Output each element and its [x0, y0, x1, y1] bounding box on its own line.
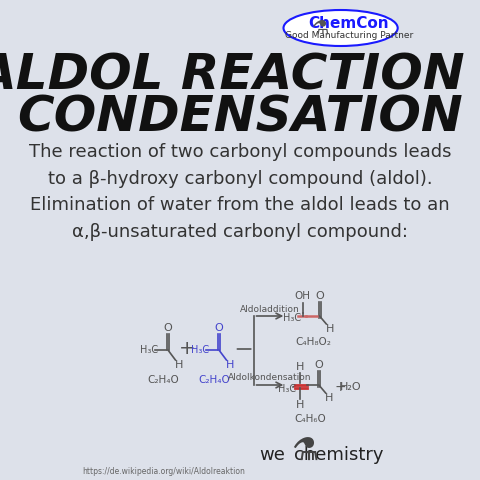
Text: Good Manufacturing Partner: Good Manufacturing Partner — [285, 31, 413, 39]
Text: +: + — [179, 339, 195, 359]
Text: H: H — [296, 400, 305, 410]
Text: H₃C: H₃C — [278, 384, 296, 394]
Text: C₄H₆O: C₄H₆O — [294, 414, 326, 424]
Text: OH: OH — [295, 291, 311, 301]
Text: ChemCon: ChemCon — [309, 15, 389, 31]
Text: H₂O: H₂O — [340, 382, 361, 392]
Text: H₃C: H₃C — [283, 313, 300, 323]
Text: O: O — [164, 323, 172, 333]
Text: H: H — [325, 393, 333, 403]
Text: O: O — [315, 291, 324, 301]
Text: we: we — [260, 446, 286, 464]
Text: H: H — [175, 360, 183, 370]
Text: ⚗: ⚗ — [312, 19, 329, 37]
Text: https://de.wikipedia.org/wiki/Aldolreaktion: https://de.wikipedia.org/wiki/Aldolreakt… — [82, 468, 245, 477]
Text: H₃C: H₃C — [140, 345, 158, 355]
Text: chemistry: chemistry — [294, 446, 384, 464]
Text: ALDOL REACTION -: ALDOL REACTION - — [0, 51, 480, 99]
Text: C₂H₄O: C₂H₄O — [198, 375, 230, 385]
Text: C₂H₄O: C₂H₄O — [147, 375, 179, 385]
Text: H: H — [296, 362, 305, 372]
Text: O: O — [215, 323, 223, 333]
Text: CONDENSATION: CONDENSATION — [17, 94, 463, 142]
Text: H₃C: H₃C — [191, 345, 209, 355]
Text: Aldoladdition: Aldoladdition — [240, 304, 300, 313]
Text: +: + — [334, 380, 346, 394]
Text: H: H — [226, 360, 234, 370]
Text: ⚗: ⚗ — [291, 437, 319, 467]
Text: H: H — [325, 324, 334, 334]
Text: O: O — [314, 360, 323, 370]
Text: Aldolkondensation: Aldolkondensation — [228, 373, 312, 383]
Text: C₄H₈O₂: C₄H₈O₂ — [296, 337, 331, 347]
Text: The reaction of two carbonyl compounds leads
to a β-hydroxy carbonyl compound (a: The reaction of two carbonyl compounds l… — [29, 144, 451, 240]
Ellipse shape — [284, 10, 398, 46]
